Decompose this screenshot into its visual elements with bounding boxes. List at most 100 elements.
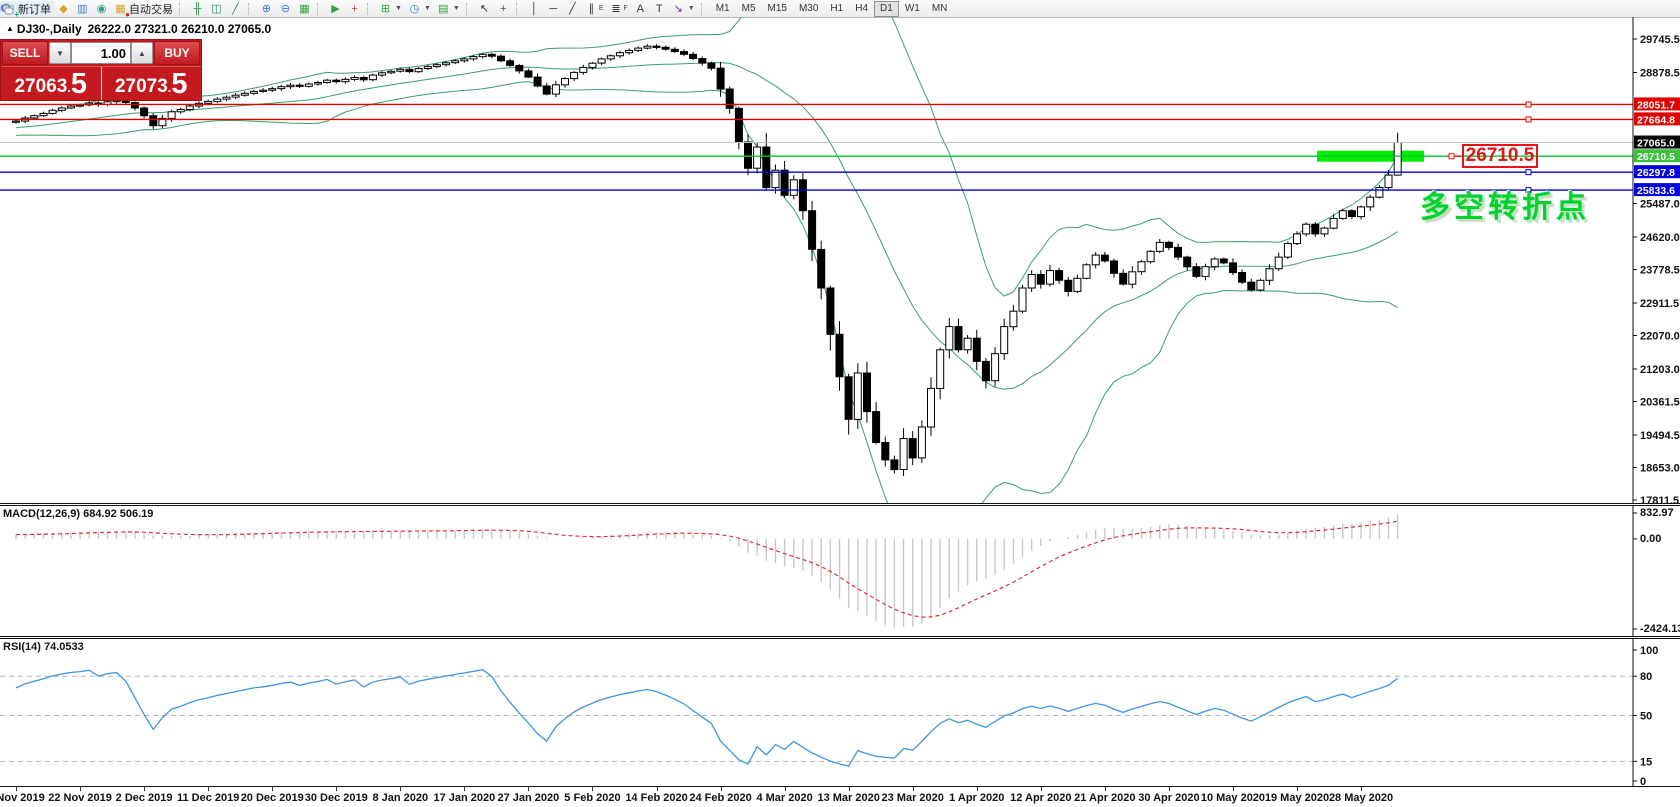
one-click-trading-panel: SELL ▼ ▲ BUY 27063 . 5 27073 . 5	[1, 40, 201, 100]
data-window-icon[interactable]: ▥	[73, 1, 92, 17]
candle-chart-icon[interactable]: ◫	[207, 1, 226, 17]
price-axis: 29745.5 28878.5 25487.0 24620.0 23778.5 22911…	[1632, 17, 1680, 503]
svg-text:27065.0: 27065.0	[1637, 138, 1675, 150]
line-handle[interactable]	[1525, 187, 1532, 194]
fibonacci-icon[interactable]: ≣ F	[606, 1, 630, 17]
crosshair-icon: +	[500, 2, 507, 15]
date-label: 13 Mar 2020	[817, 792, 880, 804]
buy-button[interactable]: BUY	[154, 41, 200, 65]
line-handle[interactable]	[1525, 116, 1532, 123]
market-watch-icon[interactable]: ◆	[54, 1, 73, 17]
date-tick	[400, 787, 402, 791]
label-icon: T	[655, 2, 663, 15]
timeframe-h1[interactable]: H1	[830, 2, 844, 14]
timeframe-m5[interactable]: M5	[741, 2, 756, 14]
vline-icon[interactable]: │	[525, 1, 544, 17]
svg-text:23778.5: 23778.5	[1640, 265, 1680, 277]
axis-price-label	[1634, 135, 1680, 149]
svg-text:15: 15	[1640, 756, 1652, 768]
timeframe-m1[interactable]: M1	[715, 2, 730, 14]
axis-price-label	[1634, 183, 1680, 197]
icon-badge: ●	[125, 9, 130, 19]
zoom-out-icon[interactable]: ⊖	[276, 1, 295, 17]
price-annotation[interactable]: 26710.5	[1462, 144, 1538, 168]
bar-chart-icon[interactable]: ╫	[188, 1, 207, 17]
tile-windows-icon: ▦	[299, 2, 310, 15]
svg-text:27664.8: 27664.8	[1637, 114, 1675, 126]
auto-scroll-icon[interactable]: ▶	[326, 1, 345, 17]
sell-price[interactable]: 27063 . 5	[1, 67, 102, 100]
trendline-icon[interactable]: ╱	[563, 1, 582, 17]
svg-text:28051.7: 28051.7	[1637, 99, 1675, 111]
annotation-handle[interactable]	[1448, 153, 1455, 160]
chevron-down-icon[interactable]: ▼	[423, 5, 431, 12]
line-chart-icon[interactable]: ╱	[226, 1, 245, 17]
sell-button[interactable]: SELL	[2, 41, 48, 65]
date-label: 22 Nov 2019	[48, 792, 112, 804]
rsi-levels	[0, 675, 1633, 762]
new-order-button-label: 新订单	[18, 3, 51, 16]
level-lines[interactable]	[0, 101, 1633, 194]
timeframe-d1[interactable]: D1	[874, 0, 899, 17]
timeframe-w1[interactable]: W1	[904, 2, 920, 14]
chevron-down-icon[interactable]: ▼	[687, 5, 695, 12]
panel-splitter-rsi[interactable]	[0, 636, 1680, 639]
toolbar: ▤+新订单◆▥◉▦●自动交易╫◫╱⊕⊖▦▶+⊞▼◷▼▤▼↖+│─╱∥E≣FAT↘…	[0, 0, 1680, 18]
date-label: 11 Dec 2019	[176, 792, 240, 804]
svg-text:832.97: 832.97	[1640, 507, 1674, 519]
label-icon[interactable]: T	[650, 1, 669, 17]
timeframe-mn[interactable]: MN	[931, 2, 948, 14]
toolbar-separator	[700, 2, 708, 15]
date-tick	[848, 787, 850, 791]
macd-signal-line	[16, 520, 1398, 618]
hline-icon[interactable]: ─	[544, 1, 563, 17]
rsi-label: RSI(14) 74.0533	[3, 641, 84, 653]
volume-increase-button[interactable]: ▲	[131, 42, 153, 64]
templates-icon[interactable]: ▤ ▼	[434, 1, 463, 17]
chevron-down-icon[interactable]: ▼	[452, 5, 460, 12]
auto-scroll-icon: ▶	[331, 2, 340, 15]
chevron-down-icon[interactable]: ▼	[395, 5, 402, 12]
volume-decrease-button[interactable]: ▼	[49, 42, 71, 64]
chinese-note[interactable]: 多空转折点	[1420, 191, 1590, 224]
volume-input[interactable]	[71, 42, 131, 64]
autotrading-button[interactable]: ▦ ● 自动交易	[111, 1, 176, 19]
autotrading-icon: ▦ ●	[115, 2, 130, 19]
timeframe-h4[interactable]: H4	[855, 2, 869, 14]
collapse-icon[interactable]: ▲	[6, 24, 14, 33]
arrows-icon[interactable]: ↘ ▼	[669, 1, 698, 17]
community-icon: ◉	[96, 2, 107, 15]
cursor-icon[interactable]: ↖	[475, 1, 494, 17]
text-icon[interactable]: A	[631, 1, 650, 17]
line-handle[interactable]	[1525, 101, 1532, 108]
timeframe-m30[interactable]: M30	[798, 2, 819, 14]
main-chart: 29745.5 28878.5 25487.0 24620.0 23778.5 22911…	[0, 17, 1680, 503]
chat-icon[interactable]	[0, 1, 1680, 17]
tile-windows-icon[interactable]: ▦	[295, 1, 314, 17]
bar-chart-icon: ╫	[193, 2, 202, 15]
chart-shift-icon[interactable]: +	[345, 1, 364, 17]
svg-text:26297.8: 26297.8	[1637, 167, 1675, 179]
line-handle[interactable]	[1525, 169, 1532, 176]
date-label: 4 Mar 2020	[756, 792, 813, 804]
date-label: 10 May 2020	[1200, 792, 1266, 804]
panel-splitter-macd[interactable]	[0, 503, 1680, 506]
date-label: 2 Dec 2019	[115, 792, 173, 804]
sell-price-dec: 5	[70, 68, 88, 100]
date-label: 19 May 2020	[1264, 792, 1330, 804]
candle-chart-icon: ◫	[211, 2, 222, 15]
macd-label: MACD(12,26,9) 684.92 506.19	[3, 508, 154, 520]
channel-icon[interactable]: ∥ E	[582, 1, 607, 17]
zoom-in-icon: ⊕	[261, 2, 272, 15]
crosshair-icon[interactable]: +	[494, 1, 513, 17]
date-tick	[592, 787, 594, 791]
timeframe-m15[interactable]: M15	[767, 2, 787, 14]
date-tick	[1104, 787, 1106, 791]
new-chart-icon[interactable]: ⊞ ▼	[376, 1, 405, 17]
community-icon[interactable]: ◉	[92, 1, 111, 17]
buy-price[interactable]: 27073 . 5	[102, 67, 202, 100]
ohlc-values: 26222.0 27321.0 26210.0 27065.0	[87, 22, 272, 36]
zoom-in-icon[interactable]: ⊕	[257, 1, 276, 17]
profiles-icon[interactable]: ◷ ▼	[405, 1, 434, 17]
